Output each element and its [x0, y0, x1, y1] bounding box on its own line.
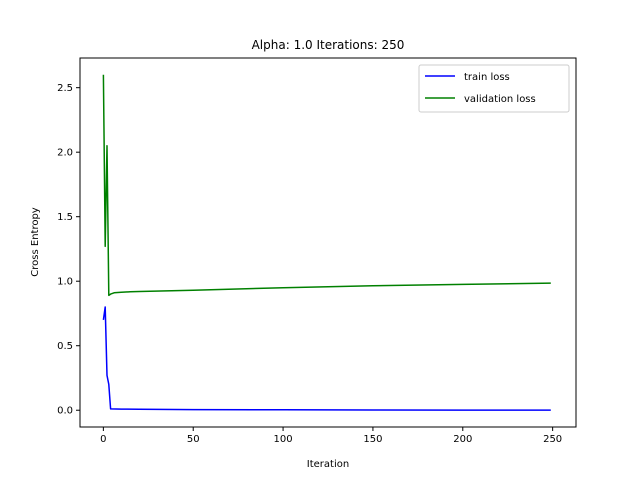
plot-frame — [79, 57, 577, 428]
legend-label-validation-loss: validation loss — [464, 94, 536, 105]
x-axis-label: Iteration — [307, 459, 349, 470]
x-tick-label: 200 — [453, 434, 472, 445]
x-tick-label: 0 — [100, 434, 106, 445]
y-tick-label: 2.5 — [57, 83, 73, 94]
plot-area — [80, 58, 576, 427]
legend-label-train-loss: train loss — [464, 72, 510, 83]
legend: train loss validation loss — [418, 64, 570, 113]
x-tick-label: 250 — [543, 434, 562, 445]
x-tick-label: 150 — [363, 434, 382, 445]
y-tick-label: 1.0 — [57, 277, 73, 288]
series-line-train-loss — [102, 306, 551, 411]
y-tick-label: 0.0 — [57, 406, 73, 417]
y-axis-label: Cross Entropy — [30, 207, 41, 277]
x-tick-label: 50 — [187, 434, 200, 445]
x-axis: 0 50 100 150 200 250 — [100, 427, 562, 445]
y-tick-label: 0.5 — [57, 341, 73, 352]
y-axis: 0.0 0.5 1.0 1.5 2.0 2.5 — [57, 83, 80, 417]
series-line-validation-loss — [102, 74, 551, 297]
x-tick-label: 100 — [274, 434, 293, 445]
legend-box — [418, 64, 570, 113]
chart-title: Alpha: 1.0 Iterations: 250 — [252, 38, 405, 52]
y-tick-label: 2.0 — [57, 148, 73, 159]
y-tick-label: 1.5 — [57, 212, 73, 223]
series-layer — [102, 74, 551, 411]
